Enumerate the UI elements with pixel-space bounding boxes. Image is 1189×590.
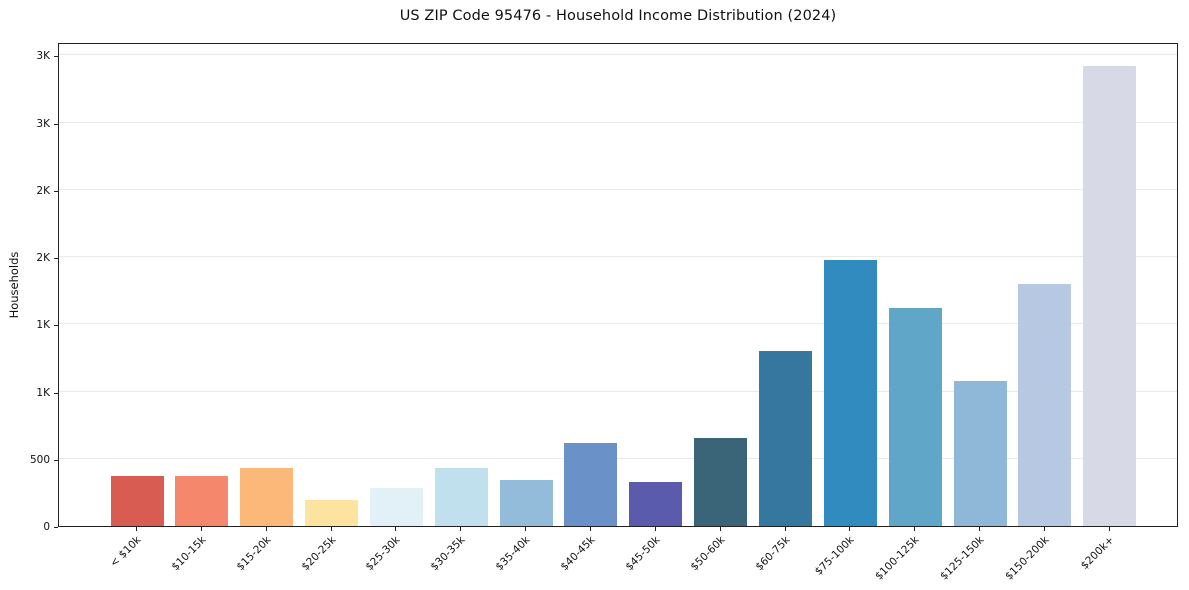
bar-75-100k [823,260,877,526]
y-tick-mark [54,258,58,260]
x-tick-label: $60-75k [752,534,792,574]
x-tick-mark [784,527,786,531]
x-tick-label: $125-150k [937,534,987,583]
bar-50-60k [694,437,748,526]
y-tick-mark [54,325,58,327]
x-tick-label: $150-200k [1002,534,1052,583]
x-tick-mark [589,527,591,531]
bar-30-35k [434,468,488,526]
bar-35-40k [499,479,553,526]
y-tick-label: 2K [36,184,50,197]
x-tick-label: $30-35k [428,534,468,574]
x-tick-mark [330,527,332,531]
bar-60-75k [759,351,812,526]
x-tick-mark [265,527,267,531]
x-tick-label: $75-100k [813,534,857,578]
x-tick-mark [136,527,137,531]
x-tick-label: $35-40k [493,534,533,574]
x-tick-label: $15-20k [234,534,274,574]
x-tick-mark [914,527,916,531]
y-tick-label: 2K [36,252,50,265]
bar-125-150k [953,381,1007,526]
bar-10-15k [175,475,229,526]
gridline [59,54,1177,56]
x-tick-mark [395,527,397,531]
x-tick-label: $40-45k [558,534,598,574]
y-tick-label: 1K [36,319,50,332]
chart-title: US ZIP Code 95476 - Household Income Dis… [399,8,837,24]
y-tick-label: 3K [36,50,50,63]
bar-150-200k [1018,284,1072,526]
y-tick-mark [54,392,58,394]
x-tick-mark [979,527,981,531]
gridline [59,256,1177,258]
bar-10k [110,475,164,526]
gridline [59,323,1177,325]
x-tick-label: $50-60k [688,534,728,574]
bar-40-45k [564,442,618,526]
plot-area [58,43,1178,527]
gridline [59,457,1177,459]
y-tick-mark [54,123,58,125]
y-tick-mark [54,56,58,58]
x-tick-mark [719,527,721,531]
x-tick-mark [849,527,851,531]
y-tick-mark [54,459,58,461]
x-tick-label: $100-125k [873,534,922,583]
x-tick-mark [460,527,462,531]
gridline [59,390,1177,392]
bar-200k [1083,66,1137,526]
y-tick-label: 500 [29,453,50,466]
x-tick-label: $20-25k [298,534,339,574]
bar-15-20k [240,468,294,526]
x-tick-mark [1108,527,1110,531]
x-tick-label: < $10k [107,534,144,570]
bar-25-30k [369,487,423,526]
x-tick-mark [525,527,527,531]
gridline [59,188,1177,190]
x-tick-mark [200,527,202,531]
y-tick-label: 1K [36,386,50,399]
y-tick-label: 3K [36,117,50,130]
gridline [59,121,1177,123]
x-tick-label: $25-30k [363,534,403,574]
y-tick-label: 0 [43,521,50,533]
x-tick-label: $45-50k [623,534,663,574]
x-tick-label: $10-15k [169,534,209,574]
y-tick-mark [54,527,58,528]
bar-100-125k [888,308,942,526]
y-tick-mark [54,190,58,192]
x-tick-mark [1043,527,1045,531]
x-tick-label: $200k+ [1078,534,1117,572]
bar-20-25k [305,499,359,526]
bar-45-50k [629,482,683,526]
x-tick-mark [654,527,656,531]
